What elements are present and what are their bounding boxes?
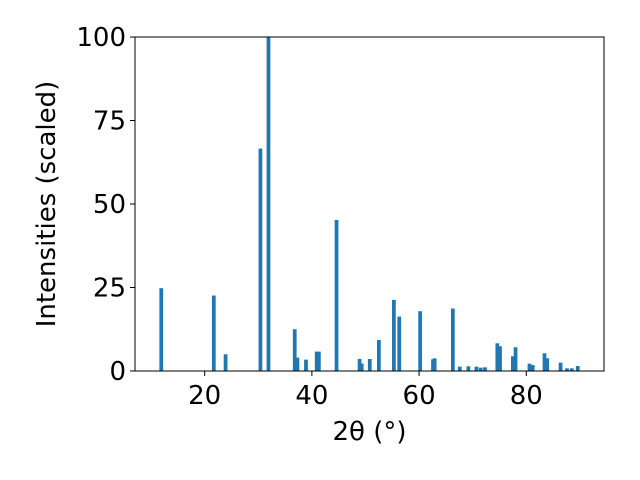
bar <box>223 354 228 371</box>
bar <box>357 358 362 371</box>
x-ticks: 20 40 60 80 <box>188 371 543 411</box>
y-tick-label: 25 <box>93 274 126 304</box>
bar <box>558 362 563 371</box>
bar <box>530 364 535 371</box>
bar <box>392 299 396 371</box>
bar <box>159 288 164 371</box>
plot-frame <box>134 36 605 372</box>
bars <box>159 37 580 371</box>
bar <box>466 366 471 371</box>
bar <box>457 366 462 371</box>
bar <box>359 363 364 371</box>
x-tick-label: 40 <box>295 381 328 411</box>
bar <box>478 367 483 371</box>
x-tick-label: 80 <box>510 381 543 411</box>
x-axis-label: 2θ (°) <box>332 417 406 447</box>
bar <box>418 311 423 371</box>
bar <box>304 359 308 371</box>
bar <box>266 37 271 371</box>
bar <box>511 356 515 371</box>
bar <box>569 368 574 371</box>
y-ticks: 0 25 50 75 100 <box>76 23 135 387</box>
bar <box>575 365 580 371</box>
bar <box>450 308 455 371</box>
bar <box>542 353 547 371</box>
bar <box>295 357 300 371</box>
bar <box>545 358 550 371</box>
bar <box>498 346 502 371</box>
y-tick-label: 50 <box>93 190 126 220</box>
bar <box>527 363 532 371</box>
bar <box>513 347 518 371</box>
bar <box>397 316 402 371</box>
y-tick-label: 75 <box>93 107 126 137</box>
bar <box>432 358 437 371</box>
bar <box>367 358 372 371</box>
bar <box>495 343 500 371</box>
x-tick-label: 20 <box>188 381 221 411</box>
bar <box>258 148 263 371</box>
bar <box>474 366 479 371</box>
y-tick-label: 0 <box>109 357 126 387</box>
bar <box>565 368 569 371</box>
bar <box>316 351 321 371</box>
bar <box>211 295 216 371</box>
y-axis-label: Intensities (scaled) <box>32 81 62 328</box>
x-tick-label: 60 <box>403 381 436 411</box>
bar <box>314 351 319 371</box>
bar <box>377 339 381 371</box>
y-tick-label: 100 <box>76 23 126 53</box>
bar <box>292 329 297 371</box>
bar <box>483 367 487 371</box>
bar <box>334 220 339 371</box>
